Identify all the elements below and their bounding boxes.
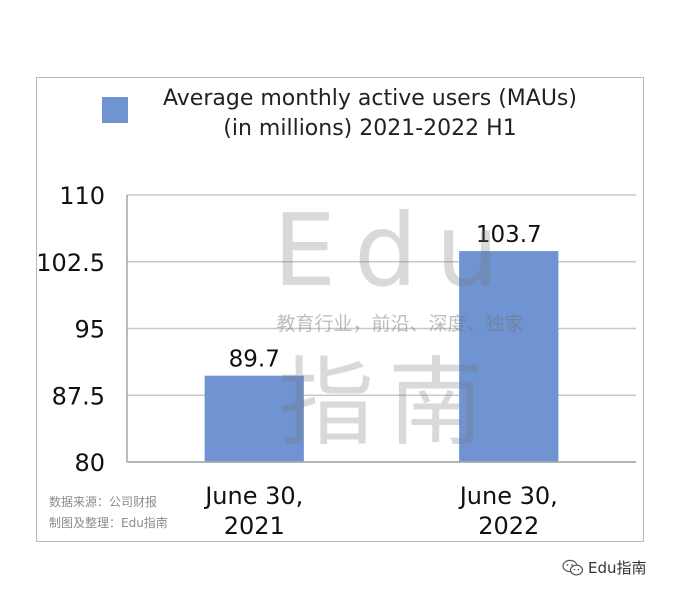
data-label: 103.7: [476, 222, 542, 248]
source-note: 数据来源：公司财报 制图及整理：Edu指南: [49, 492, 168, 534]
y-tick-label: 95: [74, 316, 105, 344]
data-label: 89.7: [229, 347, 280, 373]
legend-swatch: [102, 97, 128, 123]
x-tick-label: June 30,: [458, 482, 558, 510]
bar: [459, 251, 559, 462]
y-tick-label: 87.5: [52, 382, 105, 410]
watermark-latin: Edu: [273, 192, 517, 309]
legend-label: Average monthly active users (MAUs) (in …: [163, 86, 577, 141]
y-tick-label: 110: [59, 182, 105, 210]
watermark-tagline: 教育行业，前沿、深度、独家: [276, 313, 523, 335]
y-tick-label: 102.5: [36, 249, 105, 277]
source-line: 数据来源：公司财报: [49, 495, 158, 509]
brand-mark: Edu指南: [562, 557, 647, 578]
x-tick-label: 2022: [478, 512, 539, 540]
watermark-hanzi: 指南: [278, 347, 498, 459]
x-tick-label: 2021: [224, 512, 285, 540]
bar: [204, 375, 304, 462]
brand-label: Edu指南: [588, 559, 647, 577]
wechat-icon: [562, 559, 584, 575]
x-tick-label: June 30,: [203, 482, 303, 510]
y-tick-label: 80: [74, 449, 105, 477]
legend: Average monthly active users (MAUs) (in …: [100, 84, 620, 146]
source-line: 制图及整理：Edu指南: [49, 516, 168, 530]
